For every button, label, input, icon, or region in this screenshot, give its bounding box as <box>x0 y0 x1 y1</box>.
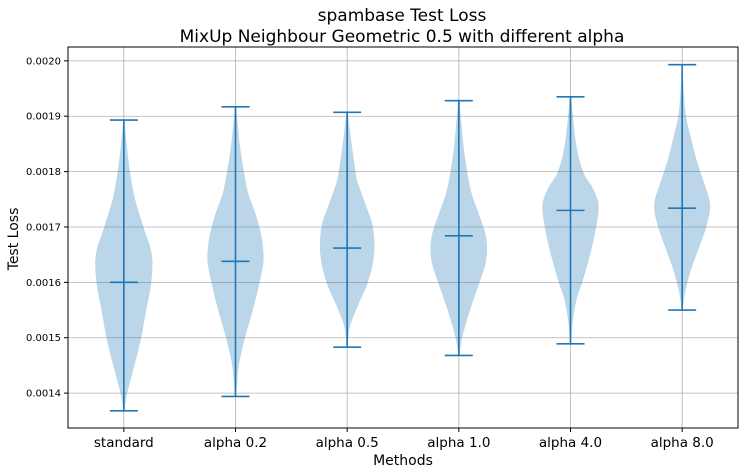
violins <box>95 63 711 412</box>
x-axis-label: Methods <box>373 453 433 469</box>
chart-title: spambase Test Loss <box>318 6 487 26</box>
x-tick-label: alpha 1.0 <box>427 435 490 451</box>
y-tick-label: 0.0019 <box>26 112 61 123</box>
y-tick-label: 0.0020 <box>26 56 61 67</box>
y-tick-label: 0.0014 <box>26 389 61 400</box>
y-tick-label: 0.0015 <box>26 333 61 344</box>
x-tick-label: alpha 0.2 <box>204 435 267 451</box>
y-tick-label: 0.0016 <box>26 278 61 289</box>
grid-lines <box>68 47 738 428</box>
y-ticks: 0.0014 0.0015 0.0016 0.0017 0.0018 0.0019 0.00… <box>26 56 68 400</box>
y-tick-label: 0.0017 <box>26 222 61 233</box>
chart-subtitle: MixUp Neighbour Geometric 0.5 with diffe… <box>180 27 625 47</box>
plot-frame <box>67 46 739 429</box>
x-tick-label: alpha 8.0 <box>651 435 714 451</box>
y-tick-label: 0.0018 <box>26 167 61 178</box>
x-ticks: standard alpha 0.2 alpha 0.5 alpha 1.0 alpha… <box>94 428 714 451</box>
x-tick-label: alpha 0.5 <box>316 435 379 451</box>
x-tick-label: standard <box>94 435 154 451</box>
x-tick-label: alpha 4.0 <box>539 435 602 451</box>
y-axis-label: Test Loss <box>6 208 22 272</box>
